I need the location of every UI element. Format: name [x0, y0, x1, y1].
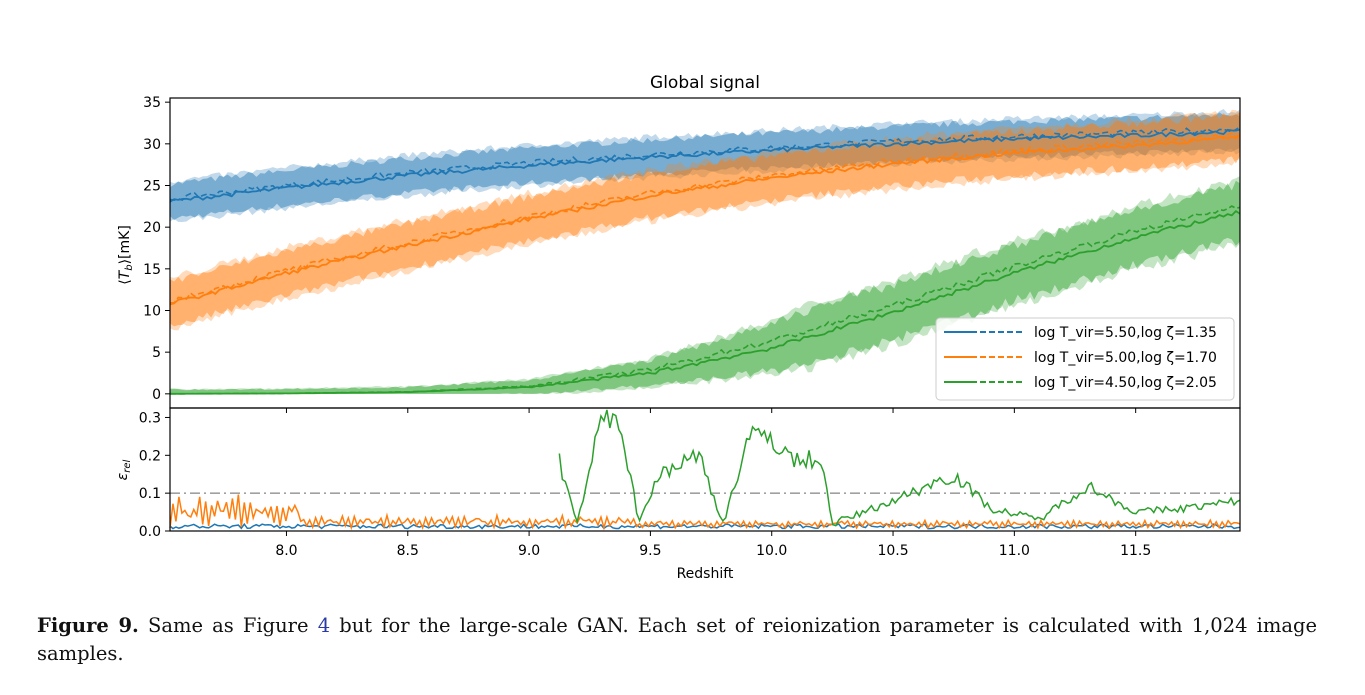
y-tick-label-top: 10	[143, 304, 161, 320]
global-signal-panel: 0 5 10 15 20 25 30 35 ⟨Tb⟩[mK]	[117, 95, 1241, 413]
y-axis-label-top: ⟨Tb⟩[mK]	[117, 225, 135, 285]
y-tick-label-bottom: 0.0	[139, 524, 161, 540]
y-tick-label-top: 0	[152, 387, 161, 403]
mean-line-series-3	[169, 209, 1241, 395]
x-tick-label: 11.0	[999, 543, 1030, 559]
y-tick-label-top: 25	[143, 179, 161, 195]
caption-text-before-ref: Same as Figure	[147, 614, 309, 637]
legend-label: log T_vir=4.50,log ζ=2.05	[1034, 375, 1217, 391]
mean-line-series-2	[169, 134, 1241, 306]
x-axis-label: Redshift	[677, 566, 734, 582]
error-line-series-2	[169, 494, 1241, 531]
band-series-2	[170, 109, 1240, 331]
y-axis-label-bottom: εrel	[115, 459, 133, 480]
y-tick-label-bottom: 0.3	[139, 410, 161, 426]
y-tick-label-top: 20	[143, 220, 161, 236]
error-line-series-3	[558, 409, 1241, 527]
relative-error-panel: 0.0 0.1 0.2 0.3 8.0 8.5 9.0 9.5 10.0 10.5 11.0 11.…	[115, 407, 1241, 582]
y-tick-label-bottom: 0.2	[139, 448, 161, 464]
band-series-3	[170, 176, 1240, 394]
x-tick-label: 10.5	[877, 543, 908, 559]
x-tick-label: 11.5	[1120, 543, 1151, 559]
caption-lead: Figure 9.	[37, 614, 139, 637]
y-tick-label-bottom: 0.1	[139, 486, 161, 502]
error-line-series-1	[169, 522, 1241, 530]
gan-line-series-3	[169, 205, 1241, 395]
y-tick-label-top: 30	[143, 137, 161, 153]
chart-title: Global signal	[650, 73, 760, 93]
band-series-2	[170, 112, 1240, 327]
gan-line-series-1	[169, 126, 1241, 201]
x-tick-label: 8.5	[397, 543, 419, 559]
x-tick-label: 9.0	[518, 543, 540, 559]
figure: Global signal 0 5 10 15 20 25 30 35 ⟨Tb⟩[mK] lo…	[115, 73, 1241, 582]
band-series-1	[170, 112, 1240, 221]
figure-caption: Figure 9. Same as Figure 4 but for the l…	[37, 612, 1317, 668]
band-series-1	[170, 108, 1240, 222]
y-tick-label-top: 15	[143, 262, 161, 278]
legend: log T_vir=5.50,log ζ=1.35 log T_vir=5.00,…	[935, 317, 1235, 401]
x-tick-label: 8.0	[275, 543, 297, 559]
legend-label: log T_vir=5.00,log ζ=1.70	[1034, 350, 1217, 366]
y-tick-label-top: 35	[143, 95, 161, 111]
caption-text-after-ref: but for the large-scale GAN. Each set of…	[37, 614, 1318, 665]
y-tick-label-top: 5	[152, 345, 161, 361]
legend-label: log T_vir=5.50,log ζ=1.35	[1034, 325, 1217, 341]
x-tick-label: 9.5	[639, 543, 661, 559]
band-series-3	[170, 180, 1240, 394]
caption-figure-link[interactable]: 4	[317, 614, 331, 637]
x-tick-label: 10.0	[756, 543, 787, 559]
